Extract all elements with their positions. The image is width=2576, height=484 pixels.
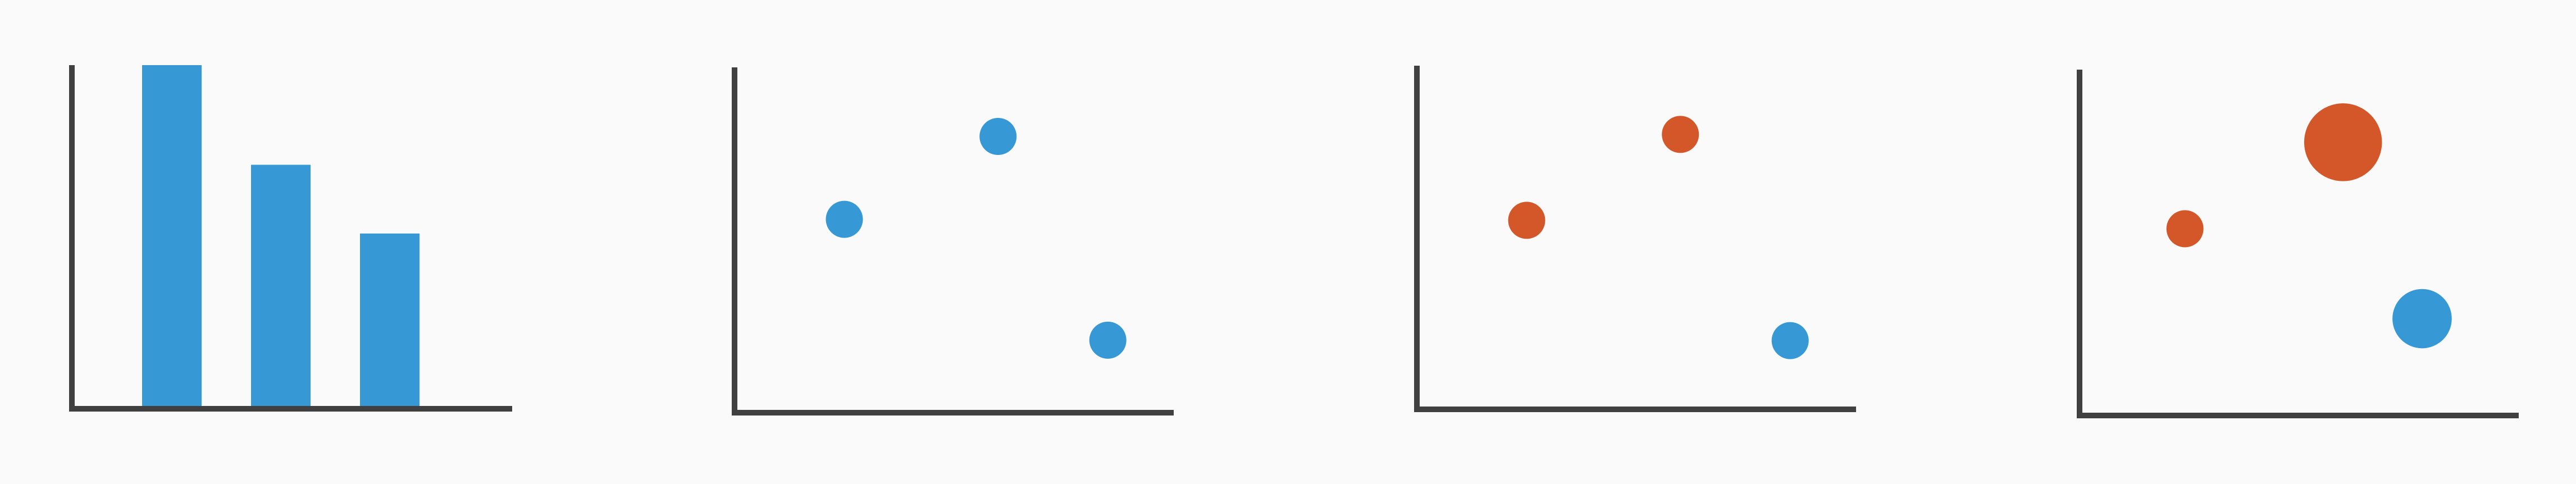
bar bbox=[251, 165, 311, 409]
data-point bbox=[2392, 289, 2452, 349]
bar bbox=[360, 233, 420, 409]
data-point bbox=[1662, 116, 1699, 153]
data-point bbox=[2166, 210, 2204, 248]
bar bbox=[142, 65, 202, 409]
chart-panel-bar bbox=[69, 65, 512, 412]
data-point bbox=[2304, 103, 2382, 181]
chart-panel-scatter-uniform bbox=[732, 67, 1174, 415]
data-point bbox=[1771, 322, 1809, 359]
data-point bbox=[1089, 321, 1127, 359]
data-point bbox=[979, 118, 1017, 155]
data-point bbox=[1508, 202, 1545, 239]
data-point bbox=[826, 200, 863, 238]
chart-panel-scatter-colored bbox=[1414, 66, 1856, 412]
chart-panel-scatter-sized bbox=[2077, 70, 2519, 418]
